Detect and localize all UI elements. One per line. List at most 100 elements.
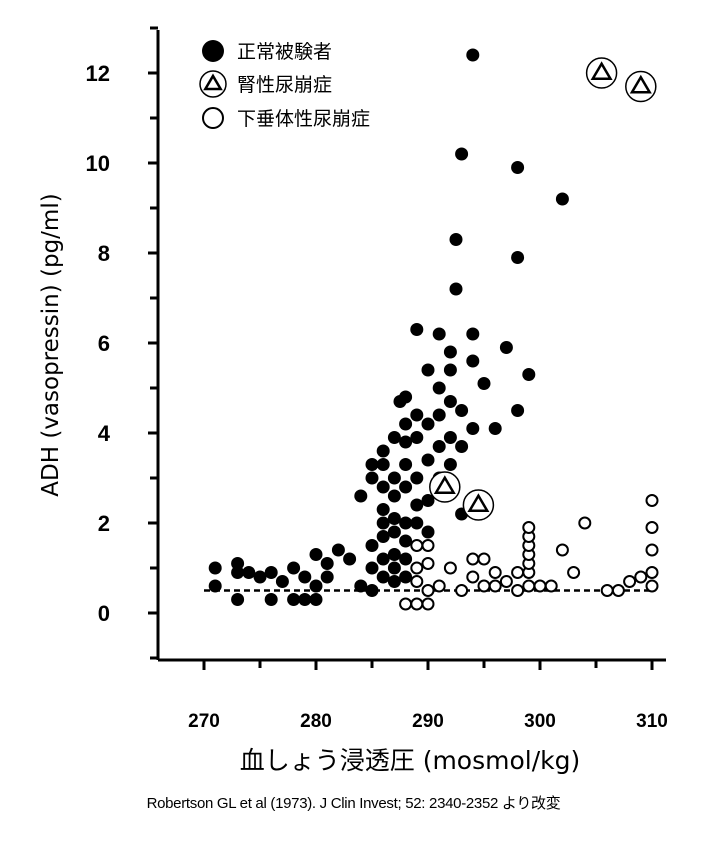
normal-subject-point — [309, 593, 323, 606]
normal-subject-point — [376, 530, 390, 543]
normal-subject-point — [449, 282, 463, 296]
normal-subject-point — [365, 561, 379, 575]
y-tick-label: 2 — [98, 511, 110, 536]
normal-subject-point — [208, 579, 222, 593]
pituitary-di-point — [432, 579, 446, 593]
normal-subject-point — [466, 48, 480, 62]
x-tick-label: 270 — [188, 711, 220, 732]
y-tick-label: 10 — [86, 151, 110, 176]
pituitary-di-point — [410, 597, 424, 611]
pituitary-di-point — [600, 584, 614, 597]
normal-subject-point — [410, 471, 424, 485]
pituitary-di-point — [645, 579, 659, 593]
normal-subject-point — [421, 417, 435, 431]
normal-subject-point — [443, 458, 457, 471]
normal-subject-point — [264, 566, 278, 579]
normal-subject-point — [231, 593, 245, 606]
pituitary-di-point — [466, 552, 480, 566]
normal-subject-point — [387, 431, 401, 444]
pituitary-di-point — [533, 579, 547, 593]
normal-subject-point — [387, 575, 401, 588]
legend-nephrogenic-di: 腎性尿崩症 — [199, 70, 332, 98]
pituitary-di-point — [555, 543, 569, 557]
normal-subject-point — [343, 552, 357, 566]
legend-normal-subjects: 正常被験者 — [202, 40, 332, 63]
pituitary-di-point — [645, 521, 659, 534]
normal-subject-point — [499, 341, 513, 354]
normal-subject-point — [432, 327, 446, 341]
pituitary-di-point — [522, 521, 536, 534]
normal-subject-point — [511, 251, 525, 264]
pituitary-di-point — [488, 579, 502, 593]
normal-subject-point — [455, 147, 469, 161]
axes — [156, 30, 666, 662]
normal-subject-point — [242, 566, 256, 579]
normal-subject-point — [399, 458, 413, 471]
normal-subject-point — [365, 539, 379, 552]
normal-subject-point — [320, 570, 334, 584]
normal-subject-point — [432, 408, 446, 422]
normal-subject-point — [399, 534, 413, 548]
normal-subject-point — [320, 557, 334, 570]
pituitary-di-point — [611, 584, 625, 597]
normal-subject-point — [421, 453, 435, 467]
x-axis-label: 血しょう浸透圧 (mosmol/kg) — [240, 746, 581, 775]
pituitary-di-point — [410, 539, 424, 552]
source-citation: Robertson GL et al (1973). J Clin Invest… — [146, 795, 561, 812]
nephrogenic-di-point — [429, 471, 461, 503]
normal-subject-point — [421, 525, 435, 539]
normal-subject-point — [376, 458, 390, 471]
normal-subject-point — [410, 323, 424, 336]
legend-marker — [199, 70, 227, 98]
pituitary-di-point — [466, 570, 480, 584]
normal-subject-point — [264, 593, 278, 606]
x-tick-label: 290 — [412, 711, 444, 732]
normal-subject-point — [309, 579, 323, 593]
normal-subject-point — [399, 516, 413, 530]
normal-subject-point — [354, 579, 368, 593]
normal-subject-point — [208, 561, 222, 575]
nephrogenic-di-point — [625, 70, 657, 103]
pituitary-di-point — [421, 597, 435, 611]
data-points — [208, 48, 659, 611]
normal-subject-point — [488, 422, 502, 435]
normal-subject-point — [365, 471, 379, 485]
pituitary-di-point — [421, 584, 435, 597]
normal-subject-point — [354, 489, 368, 503]
normal-subject-point — [455, 440, 469, 453]
pituitary-di-point — [410, 561, 424, 575]
normal-subject-point — [275, 575, 289, 588]
normal-subject-point — [331, 543, 345, 557]
x-ticks: 270 280 290 300 310 — [188, 660, 668, 732]
normal-subject-point — [410, 431, 424, 444]
normal-subject-point — [253, 570, 267, 584]
normal-subject-point — [443, 363, 457, 377]
normal-subject-point — [298, 570, 312, 584]
normal-subject-point — [387, 512, 401, 525]
normal-subject-point — [399, 390, 413, 404]
y-ticks: 0 2 4 6 8 10 12 — [86, 26, 158, 660]
pituitary-di-point — [455, 584, 469, 597]
normal-subject-point — [421, 494, 435, 507]
pituitary-di-point — [421, 539, 435, 552]
x-tick-label: 280 — [300, 711, 332, 732]
normal-subject-point — [387, 525, 401, 539]
y-tick-label: 4 — [98, 421, 111, 446]
normal-subject-point — [455, 404, 469, 417]
normal-subject-point — [466, 327, 480, 341]
legend-pituitary-di: 下垂体性尿崩症 — [202, 107, 370, 130]
pituitary-di-point — [443, 561, 457, 575]
normal-subject-point — [365, 584, 379, 597]
normal-subject-point — [298, 593, 312, 606]
legend-label: 腎性尿崩症 — [237, 74, 332, 96]
normal-subject-point — [309, 548, 323, 561]
pituitary-di-point — [399, 597, 413, 611]
normal-subject-point — [376, 552, 390, 566]
normal-subject-point — [376, 444, 390, 458]
normal-subject-point — [443, 345, 457, 359]
normal-subject-point — [555, 192, 569, 206]
nephrogenic-di-point — [462, 489, 495, 521]
normal-subject-point — [231, 557, 245, 570]
